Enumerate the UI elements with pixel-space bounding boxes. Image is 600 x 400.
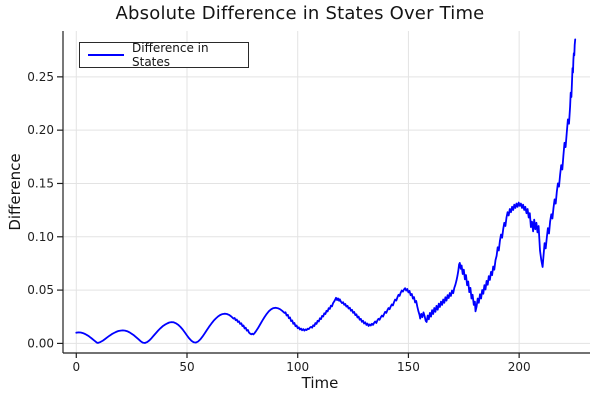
y-tick-label: 0.00 (27, 336, 54, 350)
legend-line-sample (88, 54, 124, 56)
legend-box: Difference in States (79, 41, 249, 69)
y-tick-label: 0.15 (27, 176, 54, 190)
y-tick-label: 0.20 (27, 123, 54, 137)
tick-labels: 0 50 100 150 200 0.00 0.05 0.10 0.15 0.20 0.25 (27, 70, 530, 374)
x-tick-label: 100 (286, 360, 309, 374)
gridlines (63, 31, 590, 353)
difference-series-line (75, 38, 577, 344)
x-tick-label: 200 (508, 360, 531, 374)
x-tick-label: 50 (179, 360, 194, 374)
y-axis-label: Difference (6, 153, 24, 231)
y-tick-label: 0.10 (27, 230, 54, 244)
y-tick-label: 0.05 (27, 283, 54, 297)
tick-marks (57, 76, 520, 358)
y-tick-label: 0.25 (27, 70, 54, 84)
x-tick-label: 150 (397, 360, 420, 374)
chart-title: Absolute Difference in States Over Time (115, 3, 485, 24)
x-tick-label: 0 (72, 360, 80, 374)
axis-lines (62, 31, 590, 354)
x-axis-label: Time (301, 374, 339, 392)
legend-label: Difference in States (132, 41, 209, 69)
